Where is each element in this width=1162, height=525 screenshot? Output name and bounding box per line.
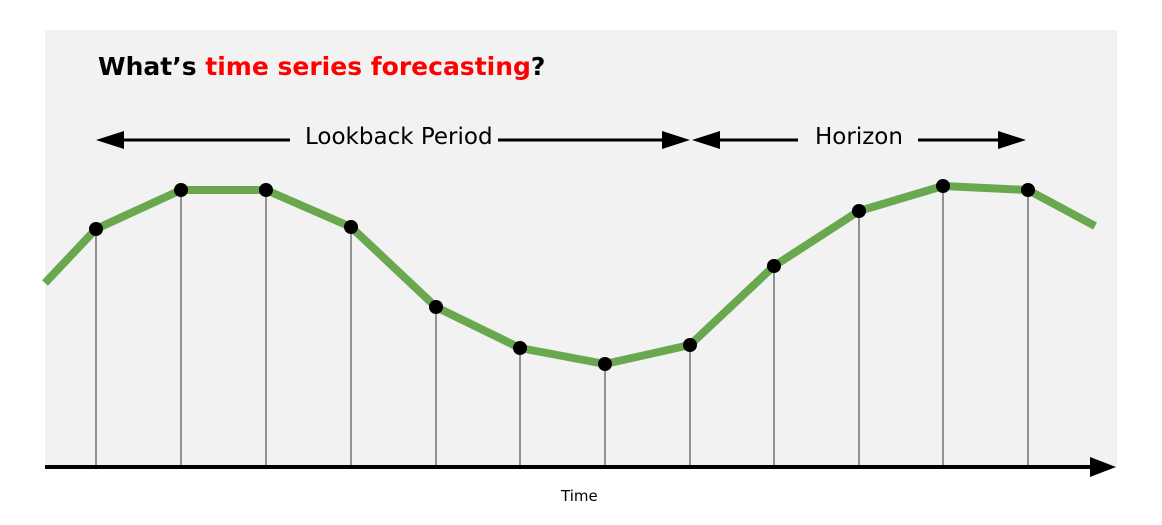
time-axis-arrow-head xyxy=(1090,457,1116,477)
data-point xyxy=(683,338,697,352)
series-line xyxy=(42,182,1097,368)
data-point xyxy=(936,179,950,193)
lookback-arrow-right-head xyxy=(662,131,690,149)
time-axis xyxy=(45,457,1116,477)
time-axis-label: Time xyxy=(561,487,598,505)
lookback-arrow-left-head xyxy=(96,131,124,149)
lookback-arrow xyxy=(96,131,690,149)
data-point xyxy=(1021,183,1035,197)
data-point xyxy=(767,259,781,273)
drop-lines xyxy=(95,186,1029,466)
diagram-panel xyxy=(45,30,1117,467)
data-point xyxy=(598,357,612,371)
title-suffix: ? xyxy=(530,52,546,81)
data-point xyxy=(259,183,273,197)
lookback-period-label: Lookback Period xyxy=(305,124,493,150)
data-point xyxy=(344,220,358,234)
data-point xyxy=(513,341,527,355)
data-point xyxy=(429,300,443,314)
horizon-arrow-right-head xyxy=(998,131,1026,149)
title-highlight: time series forecasting xyxy=(205,52,531,81)
page-title: What’s time series forecasting? xyxy=(98,52,545,81)
data-point xyxy=(174,183,188,197)
horizon-arrow-left-head xyxy=(692,131,720,149)
horizon-label: Horizon xyxy=(815,124,903,150)
data-point xyxy=(89,222,103,236)
data-point xyxy=(852,204,866,218)
title-prefix: What’s xyxy=(98,52,206,81)
horizon-arrow xyxy=(692,131,1026,149)
data-points xyxy=(89,179,1035,371)
